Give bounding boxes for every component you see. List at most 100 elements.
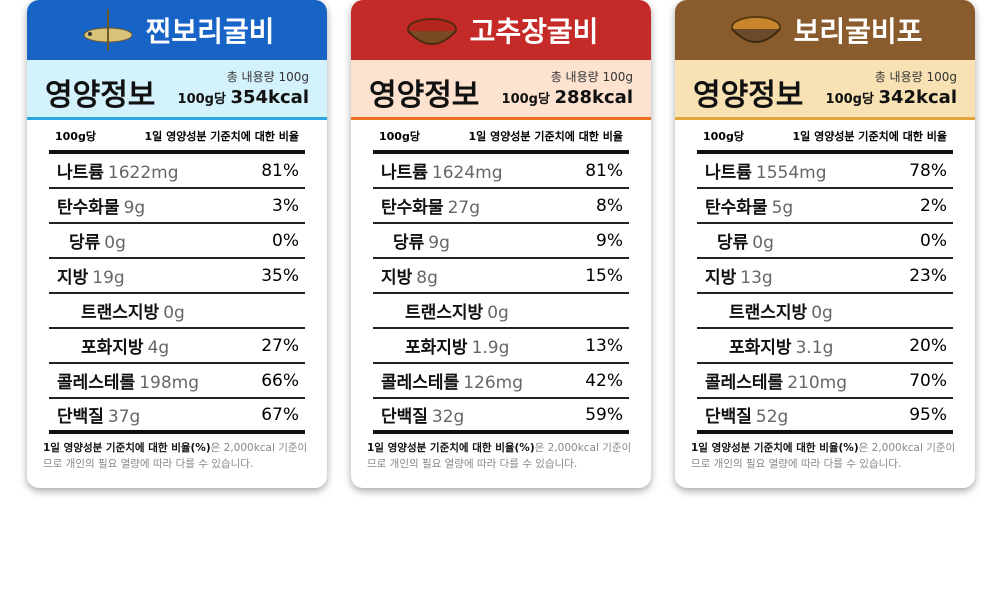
nutrient-row: 콜레스테롤 198mg 66% (49, 364, 305, 399)
per-unit: 100g당 (501, 92, 550, 107)
nutrient-amount: 1624mg (431, 163, 503, 183)
nutrient-name: 지방 (705, 268, 737, 288)
nutrient-amount: 0g (487, 303, 509, 323)
nutrient-amount: 9g (123, 198, 146, 218)
nutrient-row: 탄수화물 9g 3% (49, 189, 305, 224)
nutrient-amount: 52g (755, 407, 789, 427)
bowl-icon (406, 18, 457, 45)
daily-percent: 13% (585, 335, 623, 356)
daily-percent: 66% (261, 370, 299, 391)
nutrient: 지방 19g (57, 263, 125, 288)
footnote: 1일 영양성분 기준치에 대한 비율(%)은 2,000kcal 기준이므로 개… (43, 440, 311, 472)
daily-percent: 35% (261, 265, 299, 286)
daily-percent: 70% (909, 370, 947, 391)
nutrition-card: 보리굴비포 영양정보 총 내용량 100g 100g당 342kcal 100g당 1일 … (675, 0, 975, 488)
nutrient: 포화지방 4g (81, 333, 169, 358)
nutrient: 포화지방 1.9g (405, 333, 509, 358)
calories: 100g당 342kcal (826, 87, 957, 108)
nutrient-name: 나트륨 (381, 163, 428, 183)
nutrient-amount: 0g (163, 303, 185, 323)
nutrient-amount: 19g (92, 268, 125, 288)
nutrient: 탄수화물 27g (381, 193, 480, 218)
nutrient-row: 포화지방 3.1g 20% (697, 329, 953, 364)
nutrient-row: 나트륨 1554mg 78% (697, 154, 953, 189)
daily-percent: 8% (596, 195, 623, 216)
nutrient: 지방 8g (381, 263, 438, 288)
nutrient-name: 당류 (717, 233, 749, 253)
nutrient-name: 지방 (57, 268, 89, 288)
footnote-bold: 1일 영양성분 기준치에 대한 비율(%) (367, 442, 535, 454)
nutrient: 나트륨 1622mg (57, 158, 179, 183)
footnote-text: 은 2,000kcal 기준이므로 개인의 필요 열량에 따라 다를 수 있습니… (43, 442, 308, 470)
nutrition-card: 고추장굴비 영양정보 총 내용량 100g 100g당 288kcal 100g당 1일 … (351, 0, 651, 488)
nutrient: 나트륨 1624mg (381, 158, 503, 183)
nutrient-name: 콜레스테롤 (705, 373, 784, 393)
header-band: 영양정보 총 내용량 100g 100g당 342kcal (675, 60, 975, 120)
nutrient-table: 100g당 1일 영양성분 기준치에 대한 비율 나트륨 1624mg 81% 탄수화물 2… (373, 128, 629, 434)
nutrient-row: 포화지방 4g 27% (49, 329, 305, 364)
nutrient-row: 지방 8g 15% (373, 259, 629, 294)
nutrient-name: 콜레스테롤 (57, 373, 136, 393)
footnote-text: 은 2,000kcal 기준이므로 개인의 필요 열량에 따라 다를 수 있습니… (367, 442, 632, 470)
nutrient: 지방 13g (705, 263, 773, 288)
daily-percent: 15% (585, 265, 623, 286)
header: 영양정보 (45, 78, 156, 113)
nutrient: 당류 9g (393, 228, 450, 253)
column-right: 1일 영양성분 기준치에 대한 비율 (144, 130, 299, 143)
nutrient-amount: 0g (104, 233, 126, 253)
nutrient-amount: 27g (447, 198, 480, 218)
nutrient-name: 포화지방 (405, 338, 468, 358)
daily-percent: 81% (261, 160, 299, 181)
per-unit: 100g당 (177, 92, 226, 107)
daily-percent: 81% (585, 160, 623, 181)
daily-percent: 9% (596, 230, 623, 251)
nutrient-name: 포화지방 (81, 338, 144, 358)
card-title: 찐보리굴비 (145, 15, 275, 48)
nutrient-row: 지방 13g 23% (697, 259, 953, 294)
daily-percent: 67% (261, 404, 299, 425)
nutrient: 단백질 37g (57, 402, 140, 427)
footnote-text: 은 2,000kcal 기준이므로 개인의 필요 열량에 따라 다를 수 있습니… (691, 442, 956, 470)
title-bar: 보리굴비포 (675, 0, 975, 60)
daily-percent: 20% (909, 335, 947, 356)
nutrient-name: 나트륨 (705, 163, 752, 183)
nutrient-row: 나트륨 1622mg 81% (49, 154, 305, 189)
nutrient-row: 탄수화물 27g 8% (373, 189, 629, 224)
nutrient: 포화지방 3.1g (729, 333, 833, 358)
title-bar: 고추장굴비 (351, 0, 651, 60)
nutrient-name: 당류 (69, 233, 101, 253)
nutrient-amount: 126mg (463, 373, 524, 393)
per-unit: 100g당 (825, 92, 874, 107)
column-headers: 100g당 1일 영양성분 기준치에 대한 비율 (49, 128, 305, 154)
nutrient-row: 당류 0g 0% (49, 224, 305, 259)
nutrient-amount: 210mg (787, 373, 848, 393)
nutrient-row: 당류 9g 9% (373, 224, 629, 259)
nutrient-row: 포화지방 1.9g 13% (373, 329, 629, 364)
daily-percent: 23% (909, 265, 947, 286)
nutrient-table: 100g당 1일 영양성분 기준치에 대한 비율 나트륨 1554mg 78% 탄수화물 5… (697, 128, 953, 434)
total-amount: 총 내용량 100g (550, 70, 633, 84)
footnote-bold: 1일 영양성분 기준치에 대한 비율(%) (691, 442, 859, 454)
nutrient: 당류 0g (69, 228, 126, 253)
header-band: 영양정보 총 내용량 100g 100g당 288kcal (351, 60, 651, 120)
nutrient: 나트륨 1554mg (705, 158, 827, 183)
nutrient: 당류 0g (717, 228, 774, 253)
column-left: 100g당 (379, 130, 420, 143)
nutrient-amount: 1.9g (471, 338, 510, 358)
nutrient-amount: 198mg (139, 373, 200, 393)
card-title: 고추장굴비 (469, 15, 599, 48)
nutrient-row: 트랜스지방 0g (49, 294, 305, 329)
nutrient-name: 단백질 (381, 407, 428, 427)
nutrient-amount: 8g (416, 268, 438, 288)
nutrient-row: 콜레스테롤 210mg 70% (697, 364, 953, 399)
nutrient: 탄수화물 5g (705, 193, 793, 218)
total-amount: 총 내용량 100g (226, 70, 309, 84)
nutrient-row: 단백질 52g 95% (697, 399, 953, 434)
nutrient-name: 단백질 (705, 407, 752, 427)
header-band: 영양정보 총 내용량 100g 100g당 354kcal (27, 60, 327, 120)
nutrient-amount: 4g (147, 338, 170, 358)
nutrient-name: 나트륨 (57, 163, 104, 183)
nutrient-name: 단백질 (57, 407, 104, 427)
nutrient-name: 탄수화물 (381, 198, 444, 218)
